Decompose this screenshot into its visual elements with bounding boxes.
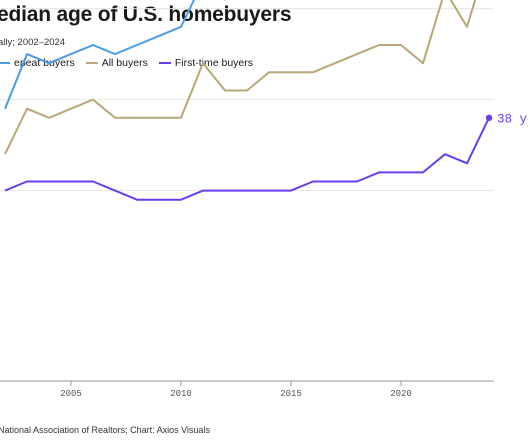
x-tick-label-2020: 2020 [390, 389, 412, 399]
legend-label-all-buyers: All buyers [101, 57, 148, 69]
x-tick-label-2010: 2010 [170, 389, 192, 399]
series-line-1 [4, 0, 477, 155]
legend-item-first-time-buyers: First-time buyers [158, 57, 254, 69]
legend-label-first-time-buyers: First-time buyers [174, 57, 254, 69]
series-end-label-2: 38 y [497, 112, 528, 126]
legend-swatch-first-time-buyers [158, 62, 171, 64]
legend: epeat buyers All buyers First-time buyer… [0, 57, 253, 69]
x-tick-label-2005: 2005 [60, 389, 82, 399]
legend-item-repeat-buyers: epeat buyers [0, 57, 75, 69]
x-tick-label-2015: 2015 [280, 389, 302, 399]
series-end-point-2 [485, 114, 493, 122]
legend-swatch-all-buyers [85, 62, 98, 64]
chart-subtitle: ally; 2002–2024 [0, 37, 66, 48]
legend-swatch-repeat-buyers [0, 62, 10, 64]
legend-label-repeat-buyers: epeat buyers [14, 57, 75, 69]
series-line-2 [4, 117, 490, 201]
series-line-0 [4, 0, 227, 110]
legend-item-all-buyers: All buyers [85, 57, 148, 69]
chart-source-note: National Association of Realtors; Chart:… [0, 425, 210, 435]
